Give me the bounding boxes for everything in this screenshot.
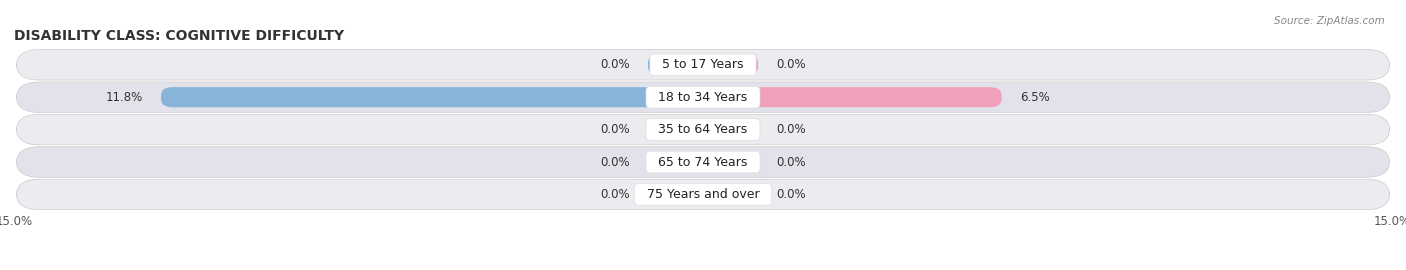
Text: 0.0%: 0.0% — [600, 188, 630, 201]
Text: 0.0%: 0.0% — [776, 188, 806, 201]
FancyBboxPatch shape — [17, 179, 1389, 210]
Text: 11.8%: 11.8% — [105, 91, 142, 104]
Text: 0.0%: 0.0% — [600, 58, 630, 71]
FancyBboxPatch shape — [17, 82, 1389, 112]
Text: 65 to 74 Years: 65 to 74 Years — [651, 156, 755, 168]
FancyBboxPatch shape — [648, 184, 703, 204]
Text: 5 to 17 Years: 5 to 17 Years — [654, 58, 752, 71]
FancyBboxPatch shape — [703, 184, 758, 204]
FancyBboxPatch shape — [17, 114, 1389, 145]
Text: 6.5%: 6.5% — [1019, 91, 1050, 104]
Text: DISABILITY CLASS: COGNITIVE DIFFICULTY: DISABILITY CLASS: COGNITIVE DIFFICULTY — [14, 29, 344, 43]
FancyBboxPatch shape — [17, 50, 1389, 80]
Text: 0.0%: 0.0% — [600, 156, 630, 168]
Text: 0.0%: 0.0% — [600, 123, 630, 136]
FancyBboxPatch shape — [648, 55, 703, 75]
FancyBboxPatch shape — [703, 87, 1001, 107]
FancyBboxPatch shape — [17, 147, 1389, 177]
Text: 35 to 64 Years: 35 to 64 Years — [651, 123, 755, 136]
FancyBboxPatch shape — [703, 120, 758, 140]
Text: 0.0%: 0.0% — [776, 156, 806, 168]
Text: Source: ZipAtlas.com: Source: ZipAtlas.com — [1274, 16, 1385, 26]
Text: 0.0%: 0.0% — [776, 123, 806, 136]
FancyBboxPatch shape — [703, 152, 758, 172]
FancyBboxPatch shape — [703, 55, 758, 75]
FancyBboxPatch shape — [162, 87, 703, 107]
Text: 0.0%: 0.0% — [776, 58, 806, 71]
Text: 18 to 34 Years: 18 to 34 Years — [651, 91, 755, 104]
FancyBboxPatch shape — [648, 120, 703, 140]
FancyBboxPatch shape — [648, 152, 703, 172]
Text: 75 Years and over: 75 Years and over — [638, 188, 768, 201]
